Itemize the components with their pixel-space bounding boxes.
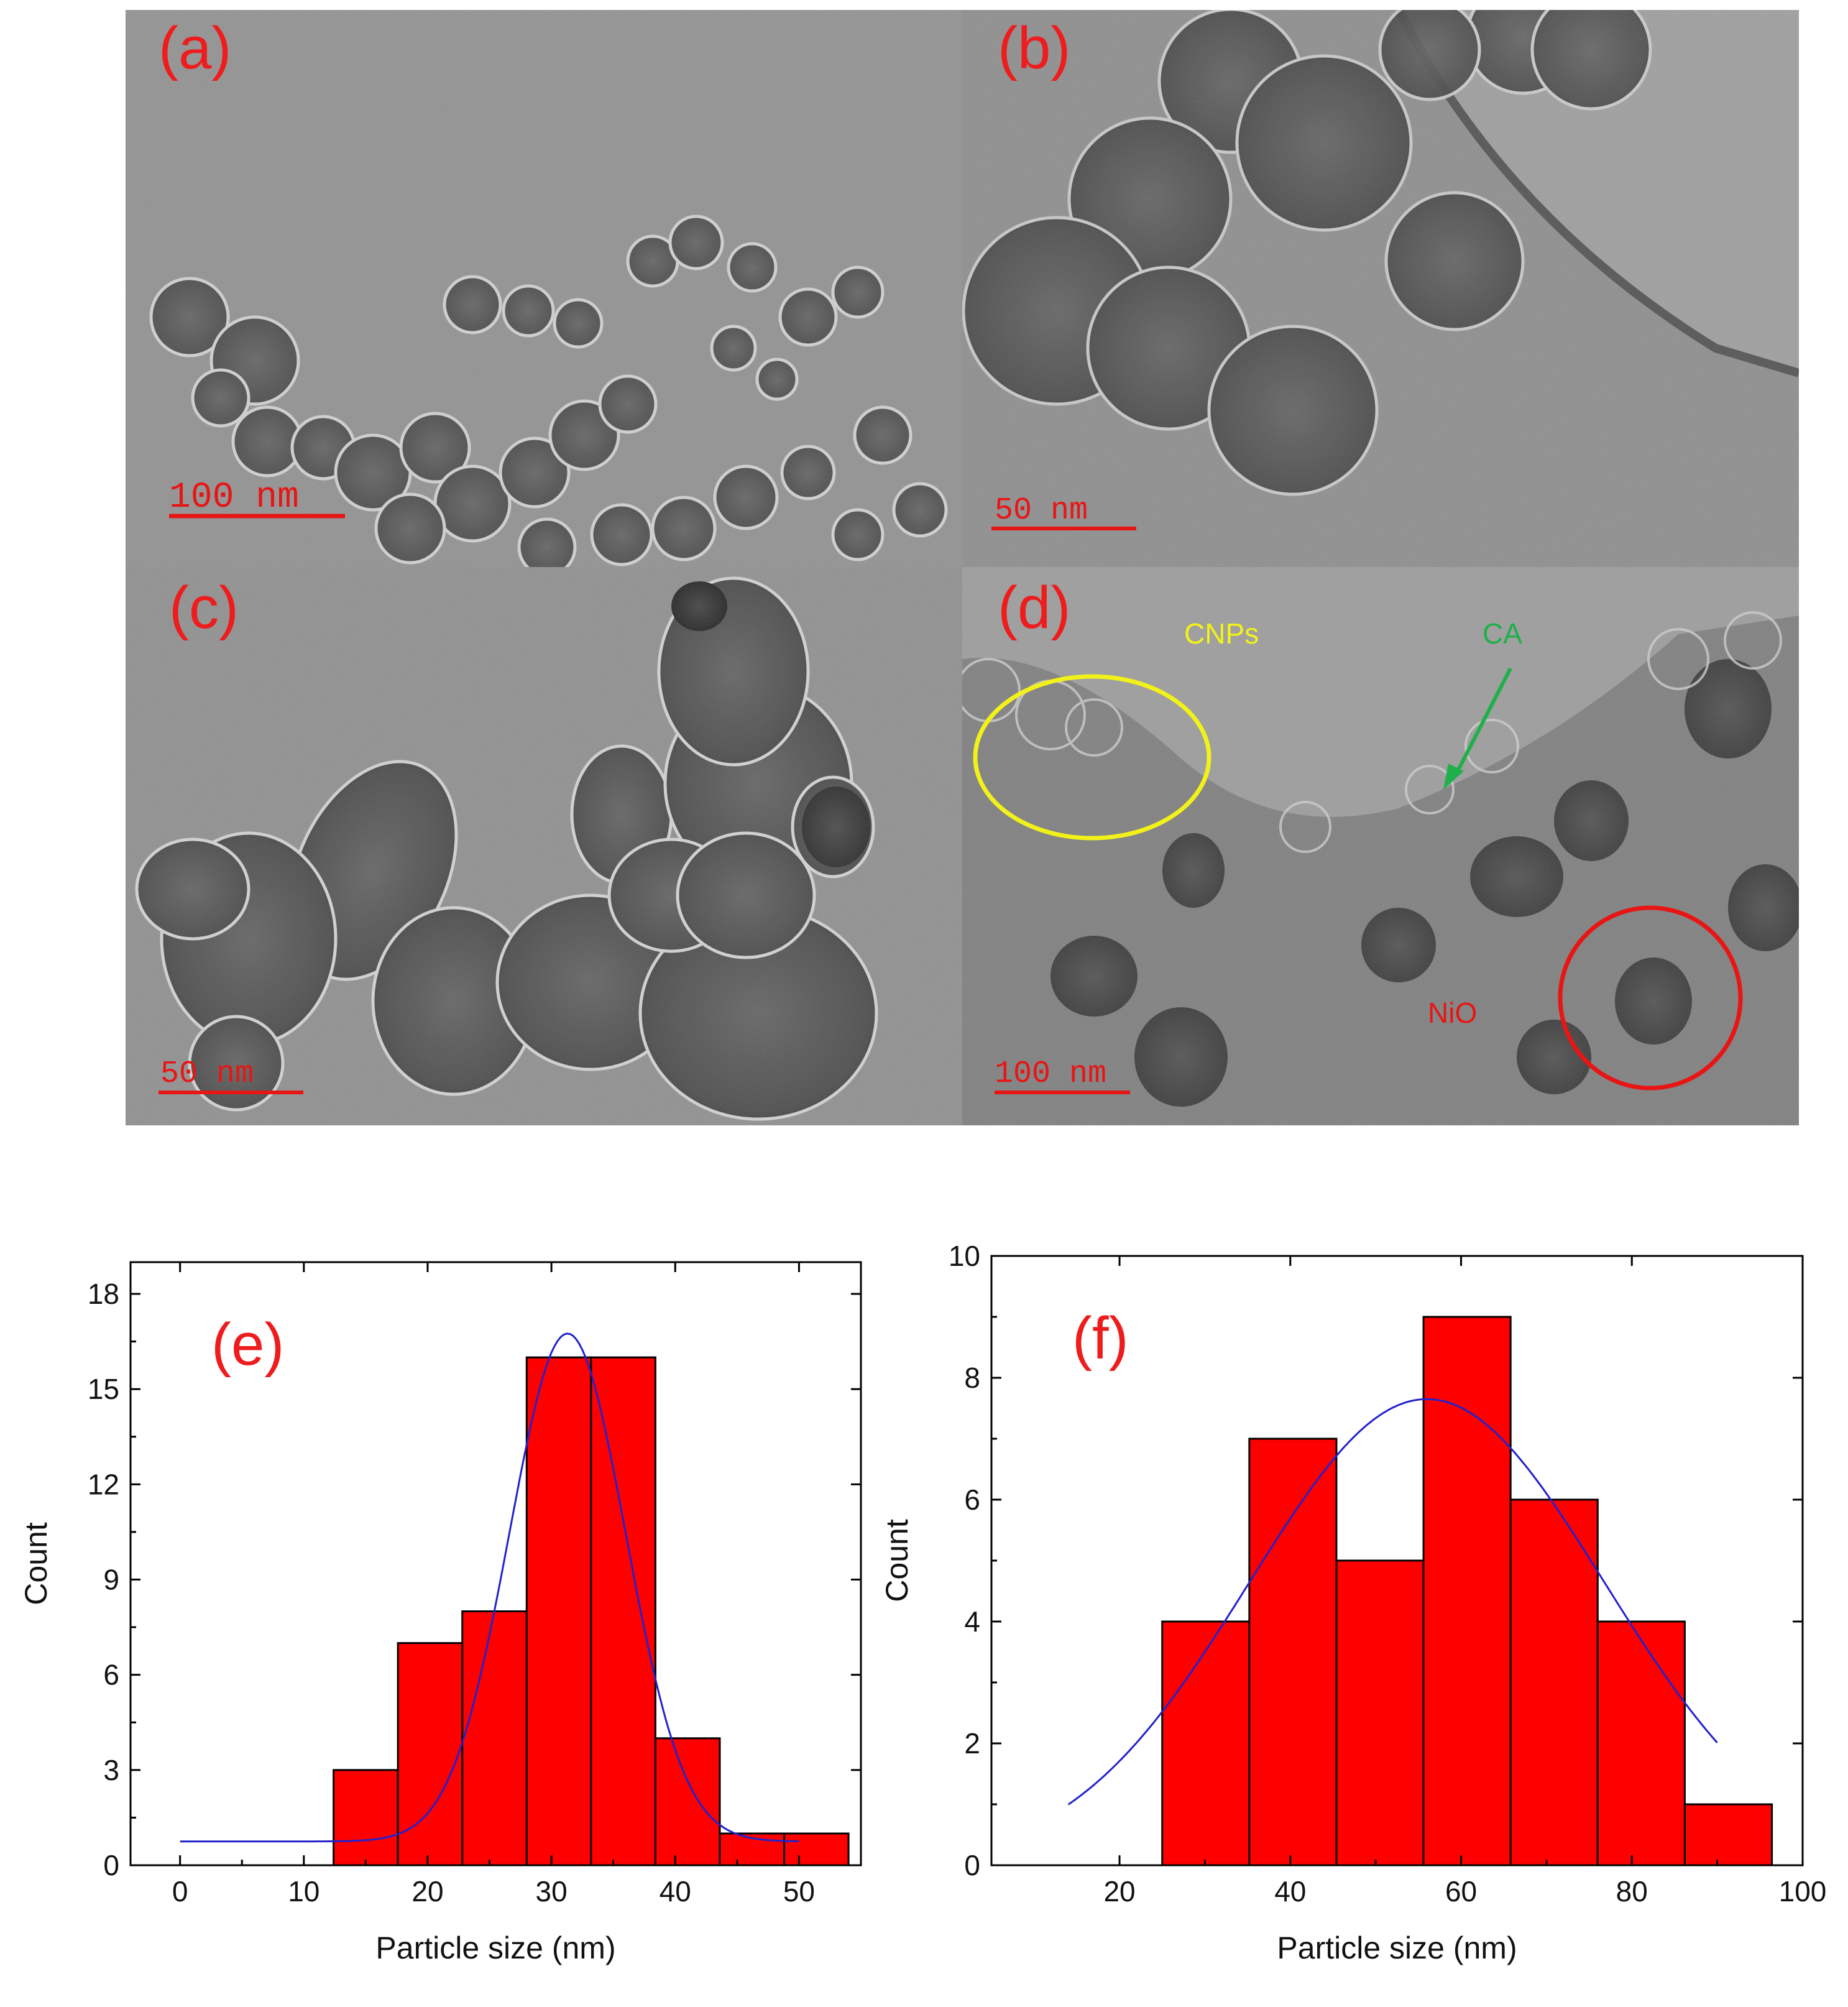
- ca-arrow-head: [1443, 764, 1464, 790]
- ca-annotation: CA: [1483, 617, 1522, 650]
- bar-0: [1161, 1620, 1251, 1866]
- panel-label-d: (d): [998, 574, 1070, 641]
- micrograph-c: [126, 567, 962, 1125]
- bar-0: [333, 1769, 399, 1866]
- scale-bar-label-a: 100 nm: [169, 478, 299, 518]
- cnps-highlight-ellipse: [973, 674, 1211, 841]
- y-axis-title: Count: [19, 1522, 53, 1605]
- panel-label-f: (f): [1072, 1305, 1129, 1372]
- panel-label-e: (e): [211, 1311, 284, 1378]
- bar-1: [1248, 1437, 1338, 1866]
- bar-4: [1509, 1498, 1599, 1866]
- bar-5: [1596, 1620, 1686, 1866]
- ca-arrow: [1453, 667, 1512, 778]
- y-tick-label-2: 6: [103, 1659, 119, 1691]
- x-tick-label-3: 30: [536, 1875, 568, 1908]
- panel-label-c: (c): [169, 574, 239, 641]
- bar-2: [461, 1610, 528, 1866]
- histogram-f: 20 40 60 80 100 0 2 4 6 8 10 Particle size (nm) Coun…: [880, 1240, 1826, 1965]
- x-tick-label-1: 40: [1274, 1875, 1306, 1908]
- x-tick-label-5: 50: [783, 1875, 815, 1908]
- plot-frame: [129, 1261, 862, 1866]
- x-axis-title: Particle size (nm): [375, 1931, 615, 1965]
- y-tick-label-0: 0: [103, 1849, 119, 1881]
- x-axis-title: Particle size (nm): [1277, 1931, 1517, 1965]
- y-tick-label-5: 10: [949, 1240, 980, 1272]
- gaussian-fit-line: [180, 1332, 799, 1843]
- bar-3: [1422, 1316, 1512, 1866]
- y-tick-label-6: 18: [88, 1278, 119, 1310]
- x-tick-label-2: 60: [1445, 1875, 1477, 1908]
- scale-bar-label-d: 100 nm: [995, 1056, 1106, 1092]
- bar-5: [654, 1737, 721, 1866]
- x-tick-label-4: 100: [1779, 1875, 1827, 1908]
- y-tick-label-0: 0: [964, 1849, 980, 1881]
- micrograph-d: [962, 567, 1799, 1125]
- nio-annotation: NiO: [1428, 997, 1477, 1029]
- y-tick-label-1: 3: [103, 1754, 119, 1786]
- scale-bar-label-b: 50 nm: [995, 493, 1088, 528]
- micrograph-a: [126, 10, 962, 567]
- bar-7: [783, 1832, 850, 1866]
- x-tick-label-1: 10: [288, 1875, 319, 1908]
- panel-label-b: (b): [998, 15, 1070, 81]
- x-tick-label-2: 20: [411, 1875, 443, 1908]
- bar-6: [1683, 1803, 1773, 1866]
- bar-2: [1335, 1559, 1425, 1866]
- y-tick-label-3: 9: [103, 1564, 119, 1596]
- bar-4: [590, 1356, 656, 1866]
- y-tick-label-4: 8: [964, 1362, 980, 1394]
- y-tick-label-4: 12: [88, 1468, 119, 1500]
- nio-highlight-circle: [1558, 905, 1743, 1091]
- y-tick-label-5: 15: [88, 1373, 119, 1405]
- x-tick-label-0: 20: [1103, 1875, 1135, 1908]
- cnps-annotation: CNPs: [1184, 617, 1259, 650]
- histogram-e: 0 10 20 30 40 50 0 3 6 9 12 15 18 Particle size (nm) C…: [19, 1261, 862, 1965]
- y-tick-label-2: 4: [964, 1605, 980, 1638]
- y-tick-label-3: 6: [964, 1483, 980, 1516]
- panel-label-a: (a): [159, 15, 231, 81]
- micrograph-b: [962, 10, 1799, 567]
- x-tick-label-4: 40: [660, 1875, 691, 1908]
- x-tick-label-3: 80: [1616, 1875, 1648, 1908]
- gaussian-fit-line: [1067, 1398, 1718, 1806]
- x-tick-label-0: 0: [172, 1875, 188, 1908]
- bar-3: [525, 1356, 592, 1866]
- scale-bar-label-c: 50 nm: [160, 1056, 254, 1092]
- bar-1: [397, 1642, 464, 1866]
- y-axis-title: Count: [880, 1519, 914, 1602]
- y-tick-label-1: 2: [964, 1727, 980, 1760]
